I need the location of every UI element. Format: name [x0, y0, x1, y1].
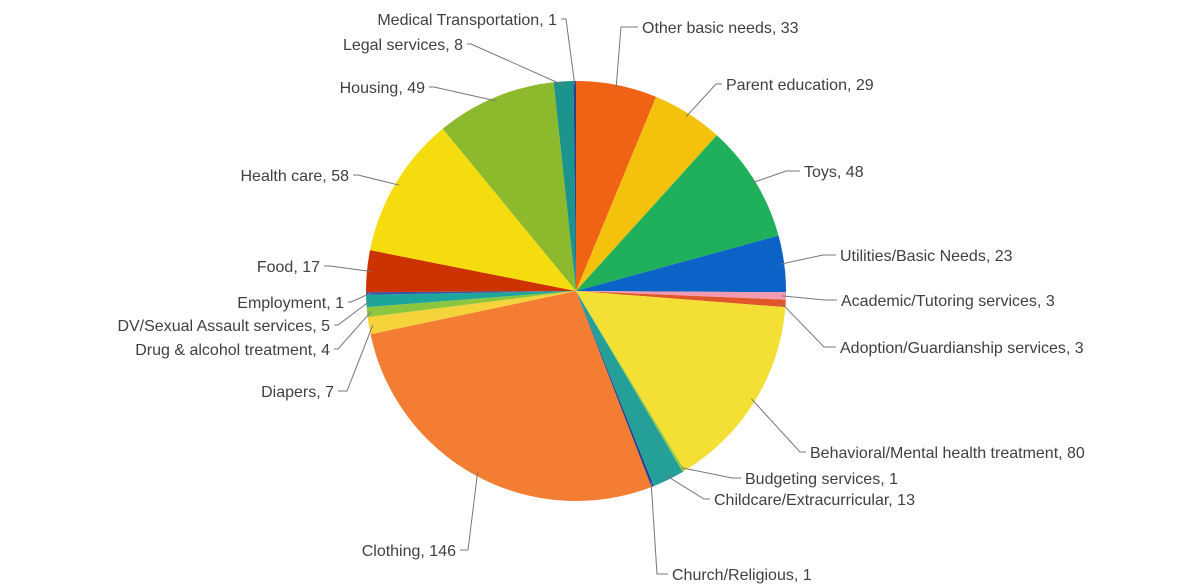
slice-label-toys: Toys, 48 — [804, 164, 864, 181]
leader-line-housing — [429, 86, 497, 102]
leader-line-budgeting-services — [681, 467, 741, 479]
leader-line-dv-sexual-assault-services — [334, 300, 371, 326]
leader-line-utilities-basic-needs — [780, 254, 836, 265]
leader-line-behavioral-mental-health-treatment — [751, 398, 806, 453]
pie-slices — [366, 81, 786, 502]
slice-label-church-religious: Church/Religious, 1 — [672, 567, 812, 584]
leader-line-drug-alcohol-treatment — [334, 311, 372, 350]
leader-line-employment — [348, 292, 371, 303]
leader-line-medical-transportation — [561, 18, 576, 86]
pie-slice-food — [366, 250, 576, 293]
pie-slice-behavioral-mental-health-treatment — [576, 291, 786, 471]
pie-slice-utilities-basic-needs — [576, 235, 786, 293]
slice-label-budgeting-services: Budgeting services, 1 — [745, 471, 898, 488]
slice-label-drug-alcohol-treatment: Drug & alcohol treatment, 4 — [135, 342, 330, 359]
slice-label-parent-education: Parent education, 29 — [726, 77, 874, 94]
pie-slice-adoption-guardianship-services — [576, 291, 786, 308]
pie-slice-toys — [576, 135, 779, 291]
slice-labels: Other basic needs, 33 Parent education, 2… — [117, 12, 1084, 584]
leader-line-toys — [751, 170, 800, 184]
pie-slice-childcare-extracurricular — [576, 291, 683, 487]
leader-line-health-care — [353, 174, 400, 186]
slice-label-legal-services: Legal services, 8 — [343, 37, 463, 54]
slice-label-behavioral-mental-health-treatment: Behavioral/Mental health treatment, 80 — [810, 445, 1085, 462]
leader-line-adoption-guardianship-services — [781, 302, 836, 348]
slice-label-utilities-basic-needs: Utilities/Basic Needs, 23 — [840, 248, 1013, 265]
pie-slice-academic-tutoring-services — [576, 291, 786, 300]
pie-slice-health-care — [370, 128, 576, 291]
pie-slice-legal-services — [553, 81, 576, 291]
leader-line-diapers — [338, 324, 374, 392]
slice-label-medical-transportation: Medical Transportation, 1 — [377, 12, 557, 29]
slice-label-employment: Employment, 1 — [237, 295, 344, 312]
leader-line-food — [324, 265, 371, 272]
pie-slice-housing — [442, 82, 576, 291]
slice-label-adoption-guardianship-services: Adoption/Guardianship services, 3 — [840, 340, 1084, 357]
slice-label-childcare-extracurricular: Childcare/Extracurricular, 13 — [714, 492, 915, 509]
pie-slice-diapers — [367, 291, 576, 335]
leader-lines — [324, 18, 837, 575]
leader-line-other-basic-needs — [615, 26, 638, 89]
slice-label-diapers: Diapers, 7 — [261, 384, 334, 401]
slice-label-other-basic-needs: Other basic needs, 33 — [642, 20, 799, 37]
slice-label-health-care: Health care, 58 — [240, 168, 349, 185]
pie-slice-clothing — [370, 291, 652, 502]
slice-label-housing: Housing, 49 — [340, 80, 425, 97]
pie-slice-medical-transportation — [573, 81, 576, 291]
leader-line-academic-tutoring-services — [781, 295, 837, 301]
pie-slice-other-basic-needs — [576, 81, 657, 291]
leader-line-parent-education — [685, 83, 722, 118]
leader-line-clothing — [460, 471, 479, 551]
pie-slice-church-religious — [576, 291, 654, 487]
pie-slice-budgeting-services — [576, 291, 685, 472]
leader-line-legal-services — [467, 43, 565, 86]
pie-slice-drug-alcohol-treatment — [366, 291, 576, 318]
slice-label-dv-sexual-assault-services: DV/Sexual Assault services, 5 — [117, 318, 330, 335]
slice-label-food: Food, 17 — [257, 259, 320, 276]
slice-label-academic-tutoring-services: Academic/Tutoring services, 3 — [841, 293, 1055, 310]
pie-slice-parent-education — [576, 96, 717, 291]
pie-slice-dv-sexual-assault-services — [366, 291, 576, 308]
slice-label-clothing: Clothing, 146 — [362, 543, 456, 560]
pie-slice-employment — [366, 291, 576, 295]
leader-line-church-religious — [650, 482, 668, 575]
leader-line-childcare-extracurricular — [666, 475, 710, 500]
